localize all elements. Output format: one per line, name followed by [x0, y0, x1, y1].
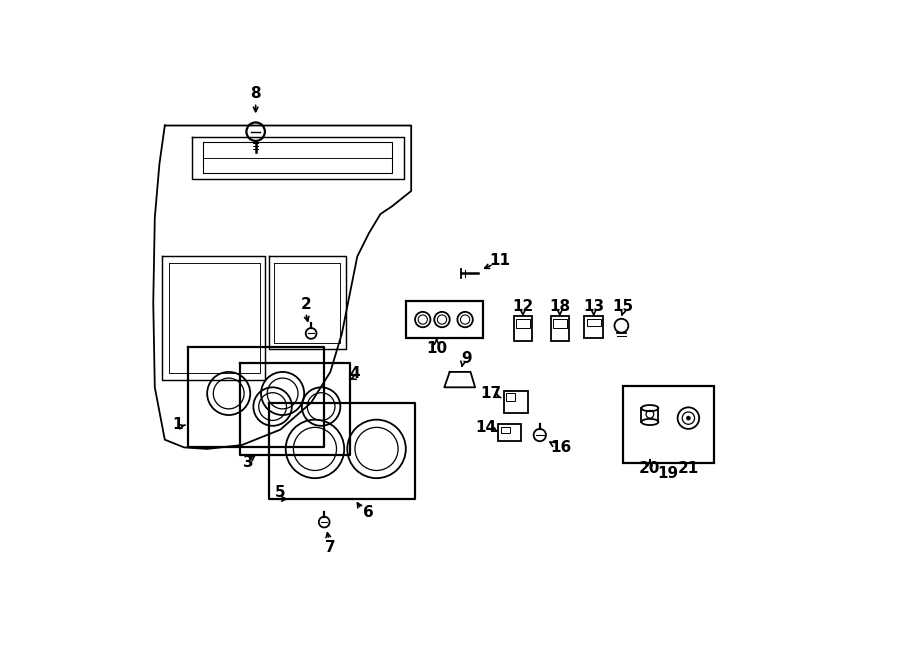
Text: 6: 6	[364, 504, 374, 520]
Text: 1: 1	[173, 417, 183, 432]
Bar	[514, 317, 532, 341]
Text: 9: 9	[462, 350, 472, 366]
Text: 10: 10	[426, 341, 447, 356]
Text: 16: 16	[551, 440, 572, 455]
Text: 21: 21	[678, 461, 699, 476]
Text: 4: 4	[350, 366, 360, 381]
Circle shape	[686, 416, 690, 420]
Text: 7: 7	[325, 540, 336, 555]
Bar	[587, 319, 600, 327]
Bar	[516, 319, 530, 328]
Bar	[584, 317, 603, 338]
Text: 11: 11	[490, 253, 510, 268]
Bar	[551, 317, 569, 341]
Text: 2: 2	[301, 297, 311, 311]
Text: 14: 14	[475, 420, 497, 435]
Text: 19: 19	[657, 466, 679, 481]
Text: 15: 15	[612, 299, 634, 314]
Text: 3: 3	[243, 455, 253, 470]
Text: 17: 17	[480, 386, 501, 401]
Bar	[553, 319, 567, 328]
Text: 5: 5	[275, 485, 285, 500]
Text: 20: 20	[639, 461, 661, 476]
Bar	[406, 301, 482, 338]
Text: 18: 18	[549, 299, 571, 314]
Text: 8: 8	[250, 86, 261, 100]
Bar	[506, 393, 515, 401]
Bar	[500, 426, 509, 433]
Text: 12: 12	[512, 299, 534, 314]
Bar	[623, 386, 714, 463]
Text: 13: 13	[583, 299, 604, 314]
Bar	[499, 424, 521, 442]
Bar	[504, 391, 528, 412]
